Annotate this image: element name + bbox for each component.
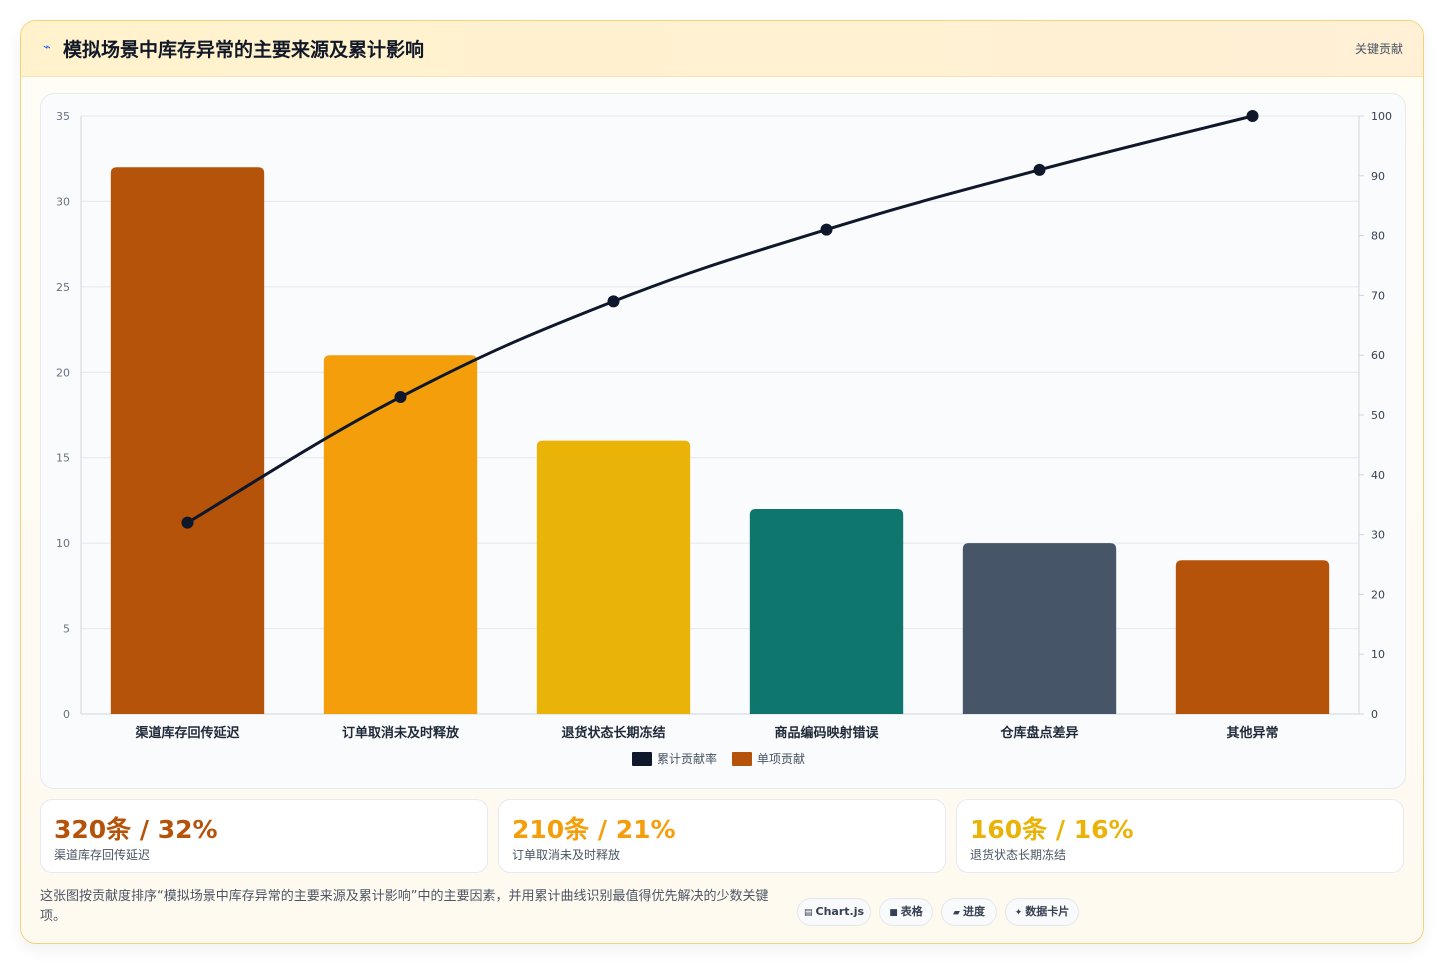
chip-label: 数据卡片: [1025, 905, 1070, 918]
bar: [536, 440, 691, 714]
x-tick-label: 订单取消未及时释放: [342, 725, 460, 741]
y-tick-label: 10: [56, 537, 70, 550]
legend-label: 累计贡献率: [657, 751, 717, 766]
legend-label: 单项贡献: [757, 751, 805, 766]
y2-tick-label: 10: [1371, 648, 1385, 661]
stat-card-2: 210条 / 21% 订单取消未及时释放: [498, 799, 946, 873]
chip-chartjs[interactable]: ▤ Chart.js: [797, 898, 871, 926]
cumulative-point: [607, 295, 620, 308]
bar: [962, 543, 1117, 714]
x-tick-label: 商品编码映射错误: [774, 725, 879, 741]
x-tick-label: 仓库盘点差异: [999, 725, 1078, 741]
y-tick-label: 35: [56, 110, 70, 123]
table-icon: ■: [889, 908, 898, 918]
y2-tick-label: 70: [1371, 289, 1385, 302]
y-tick-label: 0: [63, 708, 70, 721]
cumulative-point: [1033, 163, 1046, 176]
chip-progress[interactable]: ▰ 进度: [941, 898, 997, 926]
bar: [323, 355, 478, 714]
x-tick-label: 其他异常: [1226, 725, 1278, 741]
chip-label: 进度: [962, 905, 985, 918]
chart-icon: ▤: [803, 908, 813, 918]
stat-card-1: 320条 / 32% 渠道库存回传延迟: [40, 799, 488, 873]
stat-value: 160条 / 16%: [970, 815, 1134, 844]
pareto-chart: 0 5 10 15 20 25 30 35 0 10 20 30 40 50 60 70 80 90 100 渠道库存…: [56, 110, 1392, 766]
chart-panel: 0 5 10 15 20 25 30 35 0 10 20 30 40 50 60 70 80 90 100 渠道库存…: [40, 93, 1406, 789]
header-tag: 关键贡献: [1354, 42, 1403, 56]
bar: [1175, 560, 1330, 714]
x-tick-label: 渠道库存回传延迟: [134, 725, 239, 741]
bar: [749, 508, 904, 714]
y2-tick-label: 0: [1371, 708, 1378, 721]
progress-icon: ▰: [953, 908, 960, 918]
legend-swatch: [632, 752, 652, 766]
stat-value: 210条 / 21%: [512, 815, 676, 844]
y2-tick-label: 90: [1371, 170, 1385, 183]
stat-label: 退货状态长期冻结: [970, 848, 1067, 862]
chart-description: 这张图按贡献度排序“模拟场景中库存异常的主要来源及累计影响”中的主要因素，并用累…: [40, 889, 769, 924]
sparkle-icon: ✦: [1014, 908, 1023, 918]
y2-tick-label: 30: [1371, 529, 1385, 542]
y2-tick-label: 40: [1371, 469, 1385, 482]
y2-tick-label: 80: [1371, 230, 1385, 243]
card-header: ⌁ 模拟场景中库存异常的主要来源及累计影响 关键贡献: [21, 21, 1423, 77]
y-tick-label: 20: [56, 366, 70, 379]
x-tick-label: 退货状态长期冻结: [561, 725, 665, 741]
chart-card: ⌁ 模拟场景中库存异常的主要来源及累计影响 关键贡献 0 5 10 15 20 25 30 3…: [20, 20, 1424, 944]
cumulative-point: [181, 516, 194, 529]
bar: [110, 167, 265, 714]
stat-card-3: 160条 / 16% 退货状态长期冻结: [956, 799, 1404, 873]
cumulative-point: [820, 223, 833, 236]
cumulative-point: [1246, 110, 1259, 122]
y2-tick-label: 60: [1371, 349, 1385, 362]
y-tick-label: 25: [56, 281, 70, 294]
stat-label: 订单取消未及时释放: [512, 848, 621, 862]
chart-line-icon: ⌁: [43, 40, 51, 55]
page-title: 模拟场景中库存异常的主要来源及累计影响: [63, 39, 425, 61]
chip-label: Chart.js: [815, 905, 865, 918]
stat-label: 渠道库存回传延迟: [54, 848, 151, 862]
chip-label: 表格: [900, 905, 923, 918]
cumulative-point: [394, 391, 407, 404]
y-tick-label: 15: [56, 452, 70, 465]
cumulative-line: [186, 114, 1253, 524]
y2-tick-label: 100: [1371, 110, 1392, 123]
chip-table[interactable]: ■ 表格: [879, 898, 933, 926]
y2-tick-label: 50: [1371, 409, 1385, 422]
stat-value: 320条 / 32%: [54, 815, 218, 844]
y2-tick-label: 20: [1371, 588, 1385, 601]
y-tick-label: 5: [63, 623, 70, 636]
y-tick-label: 30: [56, 195, 70, 208]
legend-swatch: [732, 752, 752, 766]
chip-data-card[interactable]: ✦ 数据卡片: [1005, 898, 1079, 926]
